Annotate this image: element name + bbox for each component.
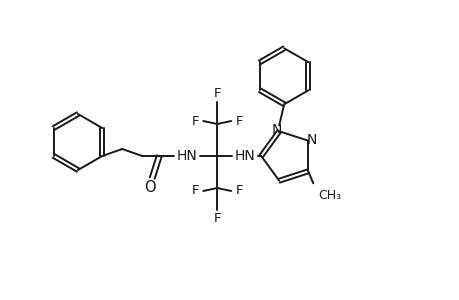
Text: HN: HN <box>235 149 255 163</box>
Text: F: F <box>213 212 220 226</box>
Text: F: F <box>213 86 220 100</box>
Text: HN: HN <box>177 149 197 163</box>
Text: N: N <box>271 123 282 137</box>
Text: F: F <box>235 115 242 128</box>
Text: O: O <box>144 179 156 194</box>
Text: F: F <box>235 184 242 197</box>
Text: CH₃: CH₃ <box>318 189 341 202</box>
Text: F: F <box>191 115 199 128</box>
Text: N: N <box>307 133 317 147</box>
Text: F: F <box>191 184 199 197</box>
